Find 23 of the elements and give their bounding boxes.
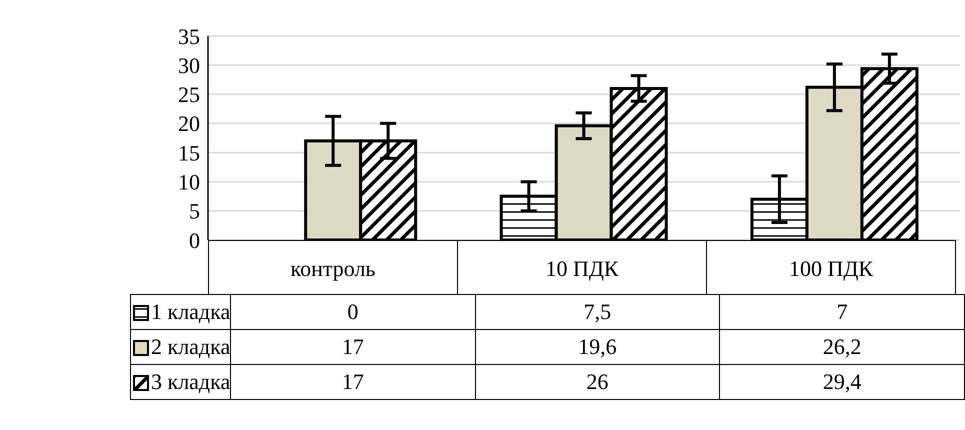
- x-tick-label: 10 ПДК: [457, 240, 707, 295]
- data-label: 7,5: [475, 294, 720, 330]
- data-label: 0: [230, 294, 476, 330]
- x-tick-label: 100 ПДК: [706, 240, 956, 295]
- data-label: 26,2: [720, 330, 964, 364]
- y-tick-label: 10: [178, 170, 200, 195]
- data-label: 17: [230, 330, 476, 364]
- y-tick-label: 25: [178, 82, 200, 108]
- legend-label: 2 кладка: [130, 330, 231, 364]
- data-label: 26: [475, 364, 720, 400]
- legend-label: 3 кладка: [130, 364, 231, 400]
- y-tick-label: 5: [189, 198, 200, 224]
- y-tick-label: 0: [189, 228, 200, 253]
- y-tick-label: 15: [178, 140, 200, 166]
- data-label: 7: [720, 294, 964, 330]
- data-label: 17: [230, 364, 476, 400]
- data-label: 19,6: [475, 330, 720, 364]
- legend-label: 1 кладка: [130, 294, 231, 330]
- data-label: 29,4: [720, 364, 964, 400]
- x-tick-label: контроль: [208, 240, 458, 295]
- y-tick-label: 20: [178, 111, 200, 136]
- y-tick-label: 35: [178, 24, 200, 49]
- y-tick-label: 30: [178, 52, 200, 78]
